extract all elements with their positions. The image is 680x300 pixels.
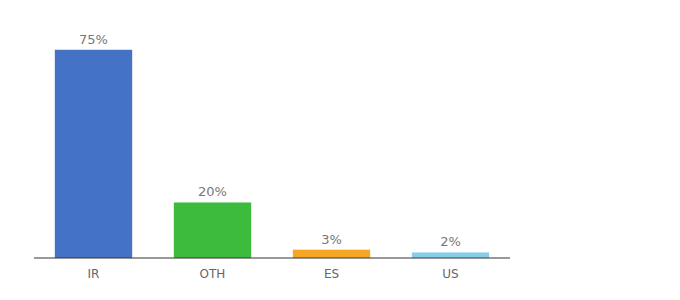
bars — [55, 50, 489, 258]
bar — [55, 50, 132, 258]
x-axis: IR OTH ES US — [88, 267, 459, 281]
data-labels: 75% 20% 3% 2% — [79, 32, 461, 250]
data-label: 2% — [440, 234, 461, 249]
data-label: 3% — [321, 232, 342, 247]
x-tick-label: US — [442, 267, 458, 281]
x-tick-label: IR — [88, 267, 100, 281]
x-axis-line — [34, 258, 510, 259]
x-tick-label: ES — [324, 267, 339, 281]
bar — [293, 250, 370, 258]
data-label: 75% — [79, 32, 108, 47]
data-label: 20% — [198, 184, 227, 199]
chart: 75% 20% 3% 2% IR OTH ES US — [0, 0, 680, 300]
chart-container: 75% 20% 3% 2% IR OTH ES US — [0, 0, 680, 300]
bar — [412, 252, 489, 258]
x-tick-label: OTH — [200, 267, 226, 281]
bar — [174, 202, 251, 258]
